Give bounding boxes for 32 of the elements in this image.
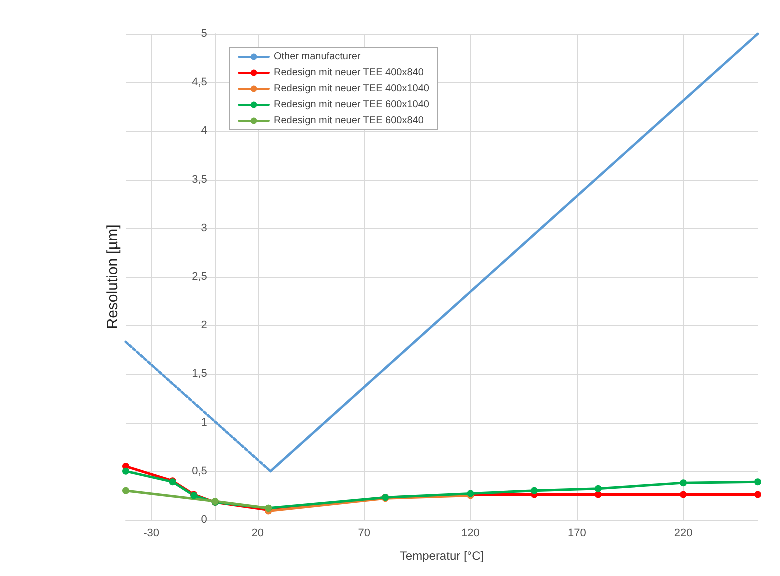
legend-label: Redesign mit neuer TEE 400x1040 [274, 84, 430, 94]
y-tick-label: 5 [201, 28, 208, 40]
x-tick-label: 70 [358, 528, 370, 540]
point [680, 480, 688, 487]
point [754, 478, 762, 486]
y-tick-label: 0,5 [192, 465, 208, 478]
legend-label: Redesign mit neuer TEE 600x1040 [274, 100, 430, 110]
y-tick-label: 2 [201, 320, 208, 332]
point [680, 491, 688, 498]
x-tick-label: 120 [462, 528, 480, 540]
y-tick-label: 1,5 [192, 368, 208, 380]
y-tick-label: 2,5 [192, 271, 208, 283]
point [594, 485, 602, 492]
point [531, 487, 538, 494]
legend-label: Other manufacturer [274, 52, 362, 62]
y-tick-label: 4,5 [192, 76, 208, 89]
x-tick-label: 170 [568, 528, 586, 540]
y-tick-label: 4 [201, 125, 208, 138]
x-axis-title: Temperatur [°C] [400, 549, 484, 563]
y-tick-label: 1 [201, 416, 208, 429]
x-tick-label: 220 [674, 528, 693, 540]
point [122, 487, 130, 494]
y-tick-label: 3 [201, 222, 208, 234]
legend-label: Redesign mit neuer TEE 400x840 [274, 68, 424, 78]
legend-label: Redesign mit neuer TEE 600x840 [274, 116, 424, 126]
x-tick-label: 20 [252, 528, 264, 540]
y-tick-label: 3,5 [192, 174, 208, 186]
y-tick-label: 0 [201, 514, 208, 526]
point [122, 468, 130, 475]
x-tick-label: -30 [144, 528, 160, 540]
point [754, 491, 762, 498]
y-axis-title: Resolution [µm] [104, 224, 122, 330]
